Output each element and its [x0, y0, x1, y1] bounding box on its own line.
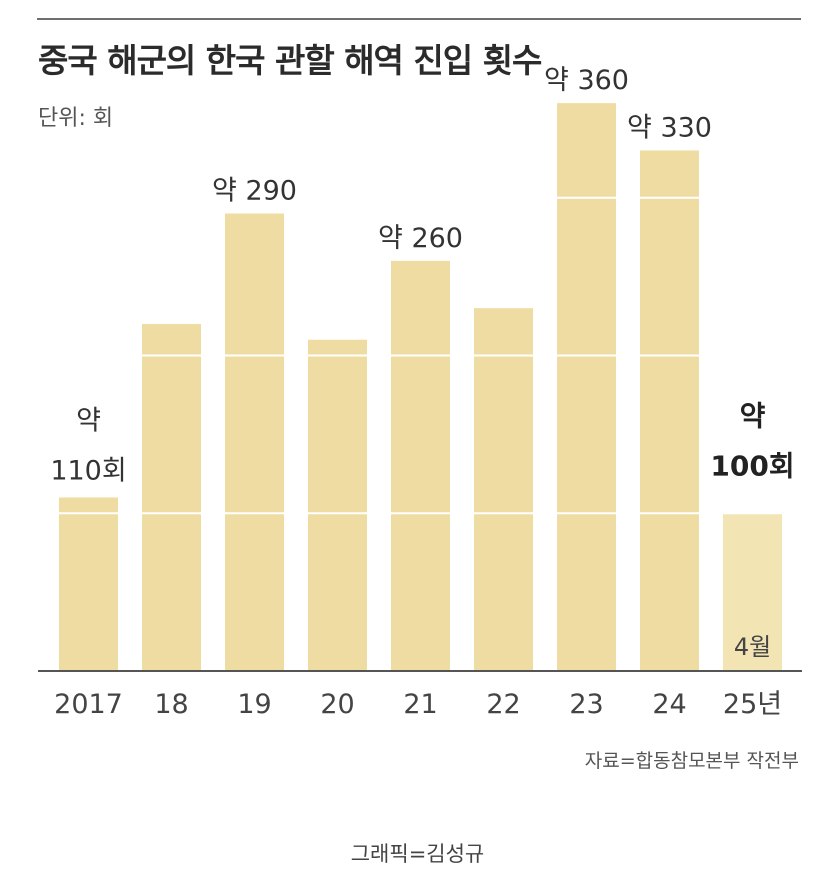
bar-24 — [640, 150, 699, 672]
x-tick-label-3: 20 — [320, 689, 354, 720]
chart-title: 중국 해군의 한국 관할 해역 진입 횟수 — [38, 41, 542, 80]
bar-19 — [225, 213, 284, 671]
unit-label: 단위: 회 — [38, 106, 114, 131]
data-label-4: 약 260 — [378, 223, 463, 254]
bar-18 — [142, 323, 201, 671]
data-label-6: 약 360 — [544, 65, 629, 96]
x-tick-label-4: 21 — [403, 689, 437, 720]
bar-22 — [474, 308, 533, 671]
x-tick-label-6: 23 — [569, 689, 603, 720]
bar-23 — [557, 103, 616, 672]
graphic-credit: 그래픽=김성규 — [350, 842, 485, 866]
x-tick-label-2: 19 — [237, 689, 271, 720]
x-tick-label-1: 18 — [154, 689, 188, 720]
x-tick-label-8: 25년 — [723, 689, 782, 720]
x-tick-label-7: 24 — [652, 689, 686, 720]
data-label-prefix-8: 약 — [740, 399, 766, 432]
bar-20 — [308, 339, 367, 671]
data-label-2: 약 290 — [212, 176, 297, 207]
bar-2017 — [59, 497, 118, 671]
data-label-7: 약 330 — [627, 112, 712, 143]
data-label-value-8: 100회 — [710, 449, 794, 482]
data-label-prefix-0: 약 — [76, 405, 101, 436]
x-tick-label-0: 2017 — [54, 689, 123, 720]
top-rule — [37, 18, 801, 20]
source-note: 자료=합동참모본부 작전부 — [584, 750, 799, 772]
bar-25년 — [723, 513, 782, 671]
annotation-8: 4월 — [734, 633, 771, 661]
data-label-value-0: 110회 — [50, 455, 126, 486]
x-tick-label-5: 22 — [486, 689, 520, 720]
bar-21 — [391, 260, 450, 671]
